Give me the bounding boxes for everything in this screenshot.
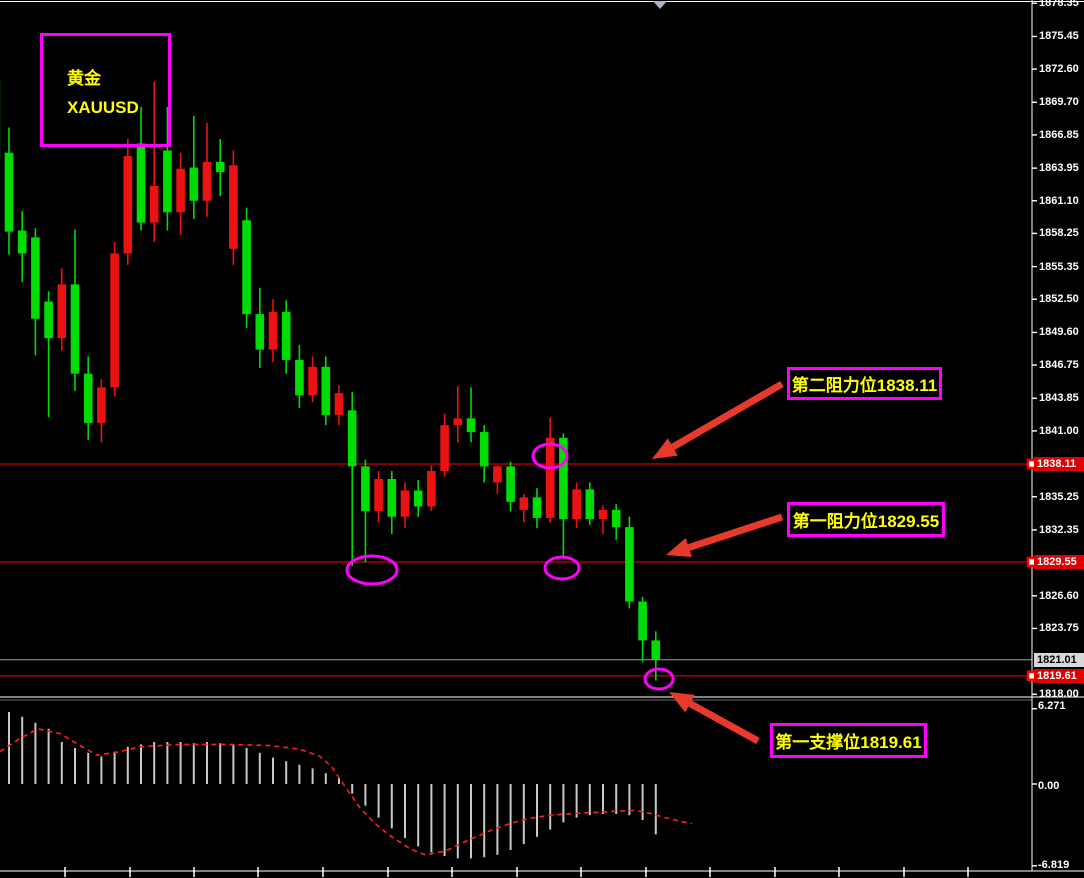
price-axis-label: 1861.10 (1039, 194, 1079, 207)
support1-label: 第一支撑位1819.61 (775, 733, 922, 752)
price-chip-1821.01: 1821.01 (1034, 653, 1084, 667)
price-axis-label: 1846.75 (1039, 359, 1079, 372)
resistance2-label: 第二阻力位1838.11 (791, 376, 938, 395)
price-axis-label: 1818.00 (1039, 688, 1079, 701)
scroll-to-end-marker[interactable] (653, 1, 667, 9)
price-axis-label: 1841.00 (1039, 424, 1079, 437)
support1-label-box[interactable]: 第一支撑位1819.61 (770, 723, 927, 758)
price-axis-label: 1843.85 (1039, 392, 1079, 405)
price-axis-label: 1869.70 (1039, 96, 1079, 109)
resistance2-label-box[interactable]: 第二阻力位1838.11 (787, 367, 942, 400)
price-chip-1829.55: 1829.55 (1034, 555, 1084, 569)
symbol-name-cn: 黄金 (67, 69, 101, 88)
price-axis-label: 1852.50 (1039, 293, 1079, 306)
price-axis-label: 1872.60 (1039, 63, 1079, 76)
resistance1-label-box[interactable]: 第一阻力位1829.55 (787, 502, 945, 537)
price-axis-label: 1835.25 (1039, 490, 1079, 503)
price-chip-1838.11: 1838.11 (1034, 457, 1084, 471)
price-axis-label: 1858.25 (1039, 227, 1079, 240)
price-axis-label: 1823.75 (1039, 622, 1079, 635)
price-axis-label: 1826.60 (1039, 589, 1079, 602)
price-axis-label: 1878.35 (1039, 0, 1079, 10)
price-chip-1819.61: 1819.61 (1034, 669, 1084, 683)
price-axis-label: 1863.95 (1039, 162, 1079, 175)
symbol-annotation-box[interactable]: 黄金 XAUUSD (40, 33, 171, 147)
price-axis-label: 1866.85 (1039, 128, 1079, 141)
indicator-axis-max: 6.271 (1038, 700, 1066, 712)
price-axis-label: 1832.35 (1039, 523, 1079, 536)
indicator-axis-min: -6.819 (1038, 859, 1070, 871)
indicator-axis-zero: 0.00 (1038, 780, 1060, 792)
price-axis-label: 1849.60 (1039, 326, 1079, 339)
price-axis-label: 1855.35 (1039, 260, 1079, 273)
symbol-ticker: XAUUSD (67, 98, 139, 117)
price-axis-label: 1875.45 (1039, 30, 1079, 43)
resistance1-label: 第一阻力位1829.55 (792, 512, 940, 531)
